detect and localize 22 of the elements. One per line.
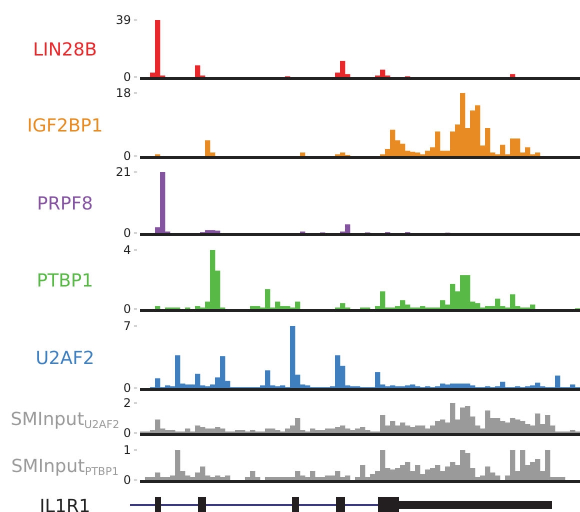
y-tick-label: 39 [116, 13, 131, 27]
text: PRPF8 [36, 194, 94, 214]
y-tick-label: 0 [123, 70, 131, 84]
y-tick-label: 0 [123, 149, 131, 163]
chart-title: SMInput$_{PTBP1}$ [11, 456, 119, 478]
y-tick-label: 2 [123, 396, 131, 410]
y-tick-label: 0 [123, 473, 131, 487]
y-tick-label: 0 [123, 381, 131, 395]
y-tick-label: 0 [123, 302, 131, 316]
text: IGF2BP1 [27, 116, 103, 136]
y-tick-label: 1 [123, 443, 131, 457]
y-tick-label: 4 [123, 243, 131, 257]
text: LIN28B [32, 40, 98, 60]
y-tick-label: 0 [123, 426, 131, 440]
text: PTBP1 [36, 270, 94, 292]
y-tick-label: 7 [123, 319, 131, 333]
chart-title: SMInput$_{U2AF2}$ [10, 409, 120, 432]
y-tick-label: 21 [116, 165, 131, 179]
y-tick-label: 18 [116, 86, 131, 100]
text: U2AF2 [36, 348, 94, 369]
text: IL1R1 [40, 496, 90, 512]
y-tick-label: 0 [123, 226, 131, 240]
